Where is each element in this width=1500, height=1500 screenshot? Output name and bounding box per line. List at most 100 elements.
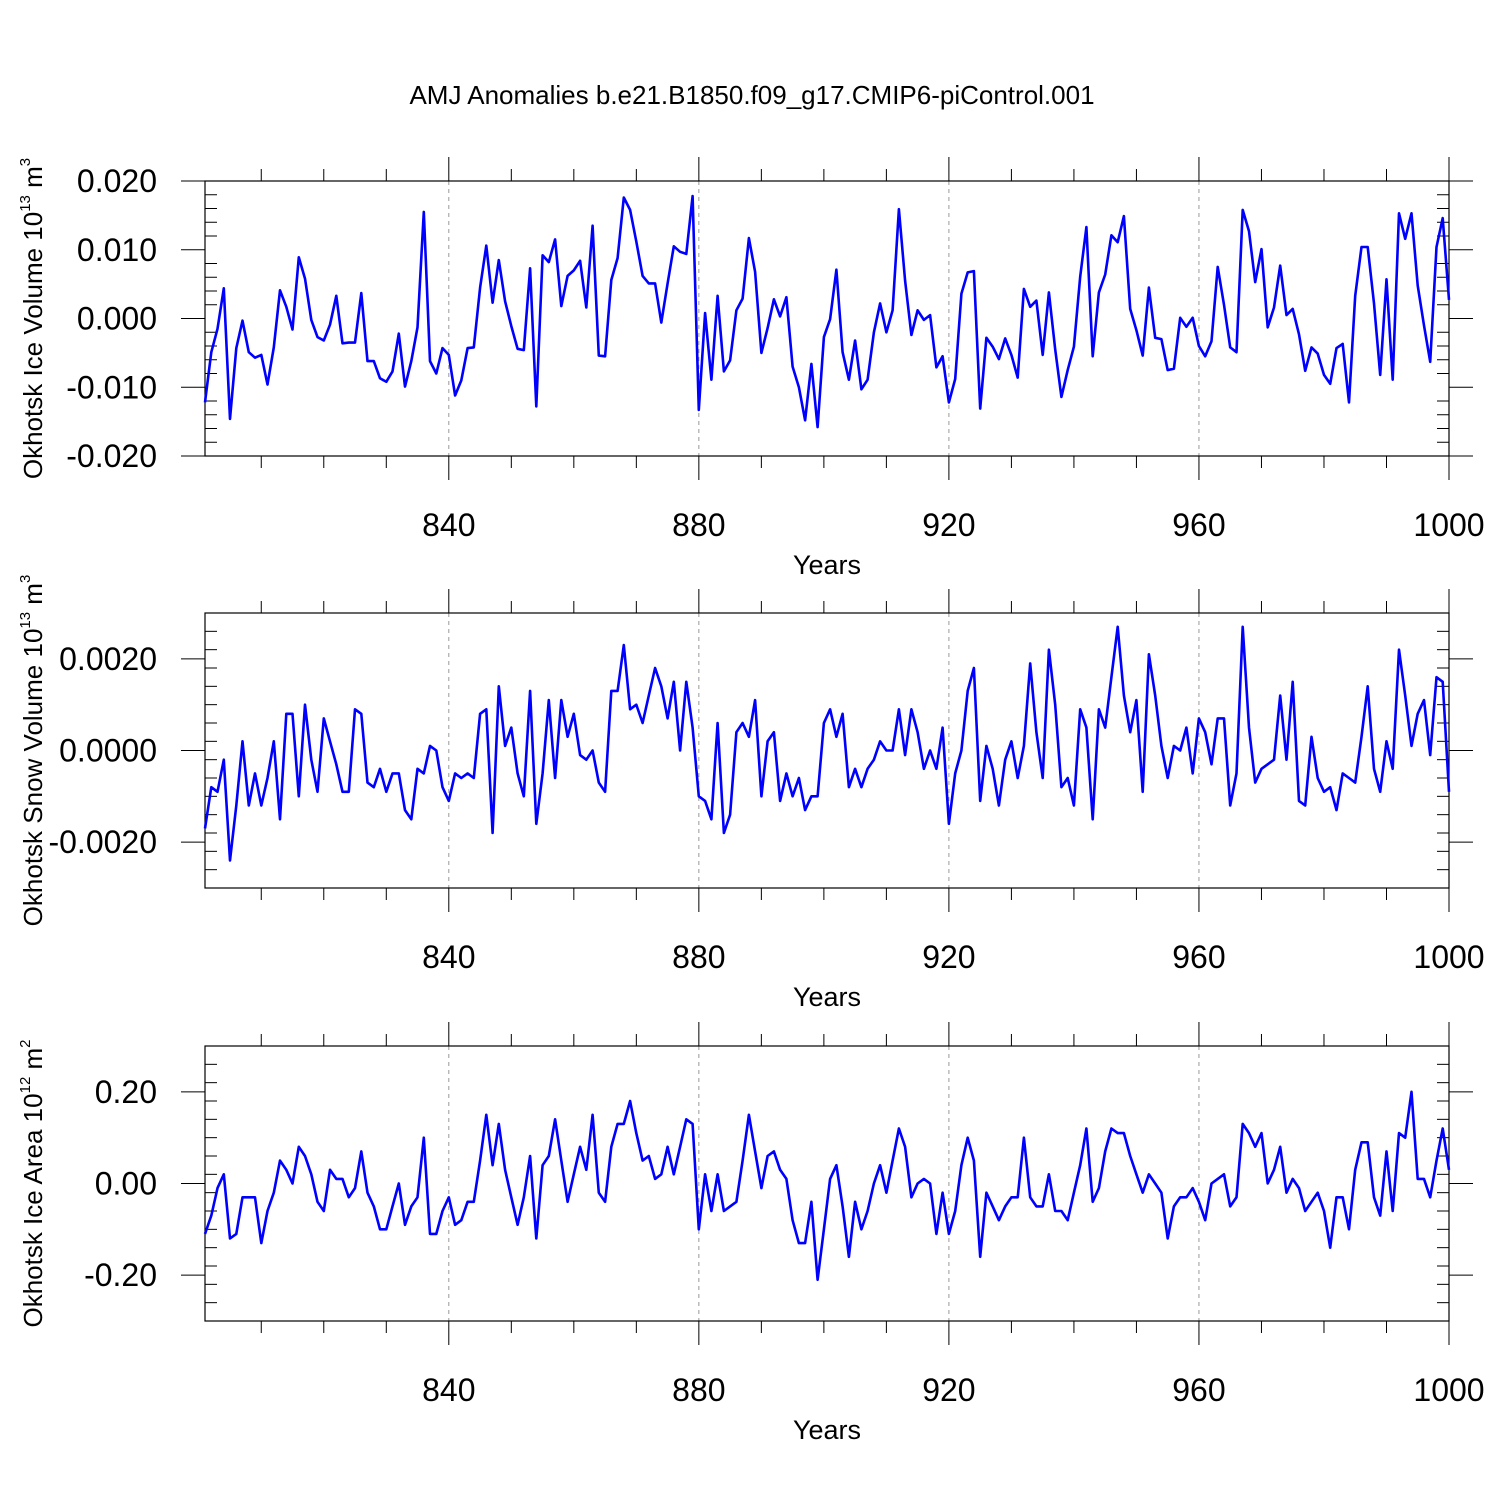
data-point <box>604 791 606 793</box>
data-point <box>216 791 218 793</box>
data-point <box>866 378 868 380</box>
data-point <box>641 1159 643 1161</box>
data-point <box>441 347 443 349</box>
data-point <box>860 388 862 390</box>
data-point <box>341 342 343 344</box>
data-point <box>985 745 987 747</box>
x-tick-label: 880 <box>672 1372 725 1408</box>
data-point <box>1198 1201 1200 1203</box>
data-point <box>754 699 756 701</box>
data-point <box>535 1237 537 1239</box>
data-point <box>754 1150 756 1152</box>
data-point <box>1242 626 1244 628</box>
data-point <box>1404 694 1406 696</box>
data-point <box>298 1146 300 1148</box>
data-point <box>485 1114 487 1116</box>
data-point <box>1054 703 1056 705</box>
data-point <box>916 309 918 311</box>
data-point <box>716 295 718 297</box>
data-point <box>335 1178 337 1180</box>
data-point <box>854 768 856 770</box>
data-point <box>1198 717 1200 719</box>
data-point <box>335 295 337 297</box>
data-point <box>698 795 700 797</box>
x-axis-label: Years <box>793 1415 861 1445</box>
data-point <box>1342 1196 1344 1198</box>
data-point <box>379 377 381 379</box>
data-point <box>435 1233 437 1235</box>
data-point <box>1135 329 1137 331</box>
data-point <box>348 341 350 343</box>
data-point <box>673 1173 675 1175</box>
data-point <box>1016 1196 1018 1198</box>
data-point <box>979 800 981 802</box>
data-point <box>554 1118 556 1120</box>
data-point <box>660 1173 662 1175</box>
data-point <box>1060 396 1062 398</box>
data-point <box>1041 777 1043 779</box>
y-tick-label: 0.010 <box>77 232 157 268</box>
data-point <box>704 800 706 802</box>
data-point <box>204 1233 206 1235</box>
data-point <box>1254 281 1256 283</box>
data-point <box>835 1164 837 1166</box>
data-point <box>1204 731 1206 733</box>
data-point <box>1398 1132 1400 1134</box>
data-point <box>473 346 475 348</box>
data-point <box>873 1182 875 1184</box>
data-point <box>1242 1123 1244 1125</box>
data-point <box>598 354 600 356</box>
x-tick-label: 960 <box>1172 939 1225 975</box>
data-point <box>810 795 812 797</box>
data-point <box>329 1169 331 1171</box>
data-point <box>279 1159 281 1161</box>
data-point <box>948 401 950 403</box>
data-point <box>1323 374 1325 376</box>
data-point <box>1148 653 1150 655</box>
data-point <box>1360 246 1362 248</box>
data-point <box>810 363 812 365</box>
x-tick-label: 960 <box>1172 1372 1225 1408</box>
y-tick-label: 0.00 <box>95 1166 157 1202</box>
data-point <box>1373 1196 1375 1198</box>
data-point <box>804 419 806 421</box>
data-point <box>1179 749 1181 751</box>
data-point <box>1060 786 1062 788</box>
data-point <box>1292 308 1294 310</box>
data-point <box>866 1210 868 1212</box>
data-point <box>579 1146 581 1148</box>
data-point <box>679 251 681 253</box>
data-point <box>516 348 518 350</box>
data-point <box>1335 347 1337 349</box>
data-point <box>1054 348 1056 350</box>
data-point <box>360 1150 362 1152</box>
data-point <box>1166 1237 1168 1239</box>
data-point <box>554 777 556 779</box>
data-point <box>785 1178 787 1180</box>
data-point <box>691 1123 693 1125</box>
data-point <box>998 1219 1000 1221</box>
data-point <box>1010 1196 1012 1198</box>
data-point <box>460 1219 462 1221</box>
data-point <box>354 1187 356 1189</box>
data-point <box>1404 238 1406 240</box>
data-point <box>304 1155 306 1157</box>
data-point <box>1141 1191 1143 1193</box>
data-point <box>1116 1132 1118 1134</box>
data-point <box>791 1219 793 1221</box>
data-point <box>241 1196 243 1198</box>
data-point <box>1010 354 1012 356</box>
data-point <box>735 731 737 733</box>
data-point <box>560 1159 562 1161</box>
data-point <box>666 1146 668 1148</box>
data-point <box>591 224 593 226</box>
data-point <box>529 267 531 269</box>
data-point <box>1348 401 1350 403</box>
data-point <box>529 1155 531 1157</box>
data-point <box>466 347 468 349</box>
data-point <box>1191 772 1193 774</box>
data-point <box>1248 726 1250 728</box>
data-point <box>1185 1196 1187 1198</box>
data-point <box>1116 626 1118 628</box>
